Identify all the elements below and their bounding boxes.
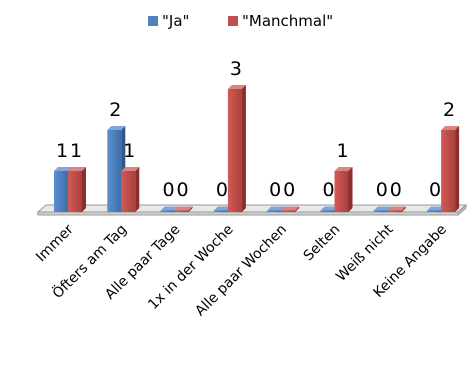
data-label: 0 xyxy=(163,179,175,201)
bar-manchmal-öfters-am-tag xyxy=(121,167,140,212)
data-label: 1 xyxy=(70,140,82,162)
legend-label-manchmal: "Manchmal" xyxy=(242,12,333,30)
x-tick-label: Alle paar Wochen xyxy=(192,222,290,320)
data-label: 0 xyxy=(269,179,281,201)
data-label: 0 xyxy=(283,179,295,201)
data-label: 3 xyxy=(230,58,242,80)
bar-manchmal-1x-in-der-woche xyxy=(227,85,246,212)
x-tick-label: Immer xyxy=(33,221,77,265)
data-label: 2 xyxy=(109,99,121,121)
data-label: 1 xyxy=(56,140,68,162)
bar-manchmal-alle-paar-tage xyxy=(174,206,193,212)
floor-front xyxy=(37,211,459,216)
data-label: 0 xyxy=(429,179,441,201)
floor-side xyxy=(457,203,467,217)
data-label: 1 xyxy=(123,140,135,162)
bars xyxy=(54,85,460,212)
legend-swatch-manchmal xyxy=(228,16,238,26)
chart-floor xyxy=(36,203,468,217)
data-label: 0 xyxy=(216,179,228,201)
data-label: 2 xyxy=(443,99,455,121)
data-label: 0 xyxy=(390,179,402,201)
legend-label-ja: "Ja" xyxy=(162,12,189,30)
bar-manchmal-immer xyxy=(68,167,86,212)
bar-manchmal-alle-paar-wochen xyxy=(281,206,300,212)
data-label: 0 xyxy=(376,179,388,201)
data-label: 0 xyxy=(177,179,189,201)
bar-manchmal-weiß-nicht xyxy=(387,206,406,212)
bar-manchmal-keine-angabe xyxy=(441,126,460,212)
data-label: 1 xyxy=(336,140,348,162)
legend: "Ja" "Manchmal" xyxy=(148,12,333,30)
x-tick-label: Selten xyxy=(301,222,344,265)
legend-swatch-ja xyxy=(148,16,158,26)
bar-manchmal-selten xyxy=(334,167,353,212)
data-label: 0 xyxy=(322,179,334,201)
